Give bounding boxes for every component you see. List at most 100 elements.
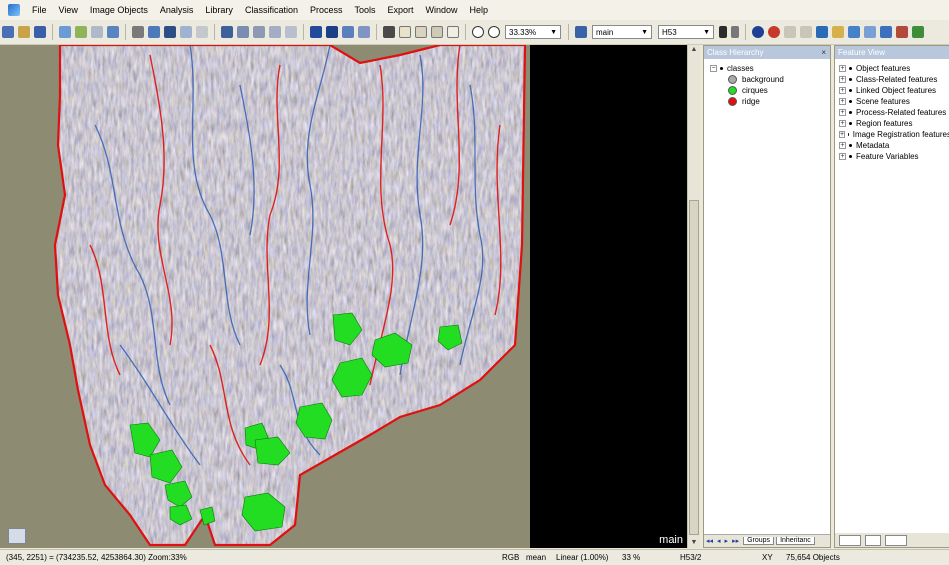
zoom-select[interactable]: 33.33% ▼: [505, 25, 561, 39]
menu-classification[interactable]: Classification: [239, 0, 304, 20]
info-icon[interactable]: [752, 26, 764, 38]
process-tree-icon[interactable]: [816, 26, 828, 38]
zoom-area-icon[interactable]: [431, 26, 443, 38]
nav-last-icon[interactable]: ▸▸: [730, 537, 741, 545]
layer-select[interactable]: H53 ▼: [658, 25, 714, 39]
menu-window[interactable]: Window: [420, 0, 464, 20]
arrow-down-icon[interactable]: [719, 26, 727, 38]
menu-export[interactable]: Export: [382, 0, 420, 20]
stop-icon[interactable]: [768, 26, 780, 38]
expand-icon[interactable]: +: [839, 153, 846, 160]
expand-icon[interactable]: +: [839, 76, 846, 83]
expand-icon[interactable]: +: [839, 120, 846, 127]
feature-value-box[interactable]: [885, 535, 907, 546]
rule-set-icon[interactable]: [832, 26, 844, 38]
panel-a-icon[interactable]: [310, 26, 322, 38]
menu-library[interactable]: Library: [199, 0, 239, 20]
open-project-icon[interactable]: [18, 26, 30, 38]
window-a-icon[interactable]: [237, 26, 249, 38]
view-layer-icon[interactable]: [148, 26, 160, 38]
menu-image-objects[interactable]: Image Objects: [84, 0, 154, 20]
tools-icon[interactable]: [896, 26, 908, 38]
nav-prev-icon[interactable]: ◂: [715, 537, 723, 545]
class-icon[interactable]: [864, 26, 876, 38]
class-item-ridge[interactable]: ridge: [710, 96, 830, 107]
workspace-icon[interactable]: [59, 26, 71, 38]
cursor-icon[interactable]: [132, 26, 144, 38]
menu-process[interactable]: Process: [304, 0, 349, 20]
feature-filter-box[interactable]: [839, 535, 861, 546]
status-object-count: 75,654 Objects: [786, 550, 840, 565]
terrain-image: [0, 45, 530, 548]
undo-icon[interactable]: [784, 26, 796, 38]
redo-icon[interactable]: [800, 26, 812, 38]
map-select[interactable]: main ▼: [592, 25, 652, 39]
window-b-icon[interactable]: [253, 26, 265, 38]
panel-d-icon[interactable]: [358, 26, 370, 38]
new-project-icon[interactable]: [2, 26, 14, 38]
pan-icon[interactable]: [415, 26, 427, 38]
zoom-out-icon[interactable]: [472, 26, 484, 38]
expand-icon[interactable]: +: [839, 131, 845, 138]
panel-c-icon[interactable]: [342, 26, 354, 38]
expand-icon[interactable]: +: [839, 87, 846, 94]
sample-icon[interactable]: [880, 26, 892, 38]
scroll-down-icon[interactable]: ▼: [688, 538, 700, 548]
feature-item[interactable]: + Region features: [839, 118, 949, 129]
menu-analysis[interactable]: Analysis: [154, 0, 200, 20]
scrollbar-thumb[interactable]: [689, 200, 699, 535]
secondary-viewer[interactable]: main: [530, 45, 687, 548]
menu-tools[interactable]: Tools: [348, 0, 381, 20]
measure-icon[interactable]: [912, 26, 924, 38]
arrow-up-icon[interactable]: [731, 26, 739, 38]
window-c-icon[interactable]: [269, 26, 281, 38]
objects-icon[interactable]: [91, 26, 103, 38]
class-color-swatch: [728, 86, 737, 95]
expand-icon[interactable]: +: [839, 142, 846, 149]
pointer-icon[interactable]: [383, 26, 395, 38]
split-view-icon[interactable]: [221, 26, 233, 38]
tree-node-root[interactable]: − classes: [710, 63, 830, 74]
zoom-in-icon[interactable]: [488, 26, 500, 38]
tab-groups[interactable]: Groups: [743, 537, 774, 545]
feature-item[interactable]: + Metadata: [839, 140, 949, 151]
classify-icon[interactable]: [107, 26, 119, 38]
panel-b-icon[interactable]: [326, 26, 338, 38]
layer-icon[interactable]: [75, 26, 87, 38]
feature-item[interactable]: + Class-Related features: [839, 74, 949, 85]
image-viewer[interactable]: [0, 45, 530, 548]
feature-item[interactable]: + Process-Related features: [839, 107, 949, 118]
nav-first-icon[interactable]: ◂◂: [704, 537, 715, 545]
feature-view-title: Feature View: [838, 48, 885, 57]
menu-help[interactable]: Help: [464, 0, 495, 20]
overview-icon[interactable]: [8, 528, 26, 544]
map-icon[interactable]: [575, 26, 587, 38]
window-d-icon[interactable]: [285, 26, 297, 38]
expand-icon[interactable]: +: [839, 65, 846, 72]
select-icon[interactable]: [399, 26, 411, 38]
tab-inheritance[interactable]: Inheritanc: [776, 537, 815, 545]
viewer-scrollbar[interactable]: ▲ ▼: [687, 45, 700, 548]
zoom-window-icon[interactable]: [447, 26, 459, 38]
close-icon[interactable]: ×: [821, 46, 826, 59]
save-icon[interactable]: [34, 26, 46, 38]
view-outlines-icon[interactable]: [196, 26, 208, 38]
view-classification-icon[interactable]: [164, 26, 176, 38]
class-item-cirques[interactable]: cirques: [710, 85, 830, 96]
scroll-up-icon[interactable]: ▲: [688, 45, 700, 55]
expand-icon[interactable]: +: [839, 109, 846, 116]
menu-file[interactable]: File: [26, 0, 53, 20]
view-samples-icon[interactable]: [180, 26, 192, 38]
expand-icon[interactable]: +: [839, 98, 846, 105]
feature-nav-left-icon[interactable]: [865, 535, 881, 546]
collapse-icon[interactable]: −: [710, 65, 717, 72]
feature-item[interactable]: + Linked Object features: [839, 85, 949, 96]
class-item-background[interactable]: background: [710, 74, 830, 85]
feature-icon[interactable]: [848, 26, 860, 38]
nav-next-icon[interactable]: ▸: [723, 537, 731, 545]
feature-item[interactable]: + Image Registration features: [839, 129, 949, 140]
feature-item[interactable]: + Object features: [839, 63, 949, 74]
feature-item[interactable]: + Feature Variables: [839, 151, 949, 162]
menu-view[interactable]: View: [53, 0, 84, 20]
feature-item[interactable]: + Scene features: [839, 96, 949, 107]
